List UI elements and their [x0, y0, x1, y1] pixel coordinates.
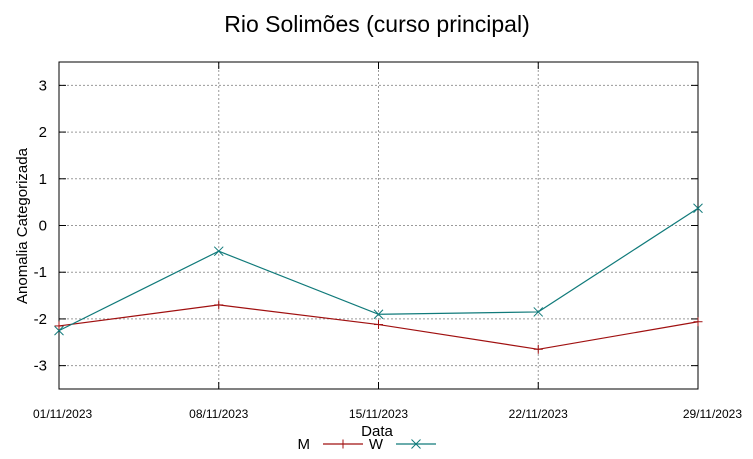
legend-item-M: M	[298, 436, 363, 453]
y-axis-ticks: 3 2 1 0 -1 -2 -3	[34, 77, 698, 375]
legend-item-W: W	[369, 436, 436, 453]
cross-marker	[213, 246, 224, 257]
y-tick-label: 2	[39, 124, 47, 141]
cross-marker	[411, 439, 421, 449]
series-M	[54, 300, 703, 354]
series-W	[54, 203, 703, 336]
x-tick-label: 08/11/2023	[189, 407, 248, 421]
y-tick-label: -1	[34, 264, 47, 281]
y-tick-label: -3	[34, 358, 47, 375]
y-axis-label: Anomalia Categorizada	[14, 147, 31, 304]
legend-label: W	[369, 436, 384, 453]
series-lines	[54, 203, 703, 354]
x-tick-label: 01/11/2023	[33, 407, 92, 421]
cross-marker	[693, 203, 703, 214]
chart-title: Rio Solimões (curso principal)	[224, 11, 530, 37]
y-tick-label: 0	[39, 218, 47, 235]
cross-marker	[533, 307, 544, 317]
y-tick-label: 3	[39, 77, 47, 94]
gridlines	[59, 62, 698, 389]
cross-marker	[373, 309, 384, 320]
x-tick-label: 15/11/2023	[349, 407, 408, 421]
legend-label: M	[298, 436, 311, 453]
x-axis-label: Data	[361, 423, 393, 440]
cross-marker	[54, 325, 64, 336]
x-axis-ticks: 01/11/2023 08/11/2023 15/11/2023 22/11/2023…	[33, 62, 742, 421]
x-tick-label: 29/11/2023	[683, 407, 742, 421]
x-tick-label: 22/11/2023	[509, 407, 568, 421]
y-tick-label: 1	[39, 171, 47, 188]
y-tick-label: -2	[34, 311, 47, 328]
